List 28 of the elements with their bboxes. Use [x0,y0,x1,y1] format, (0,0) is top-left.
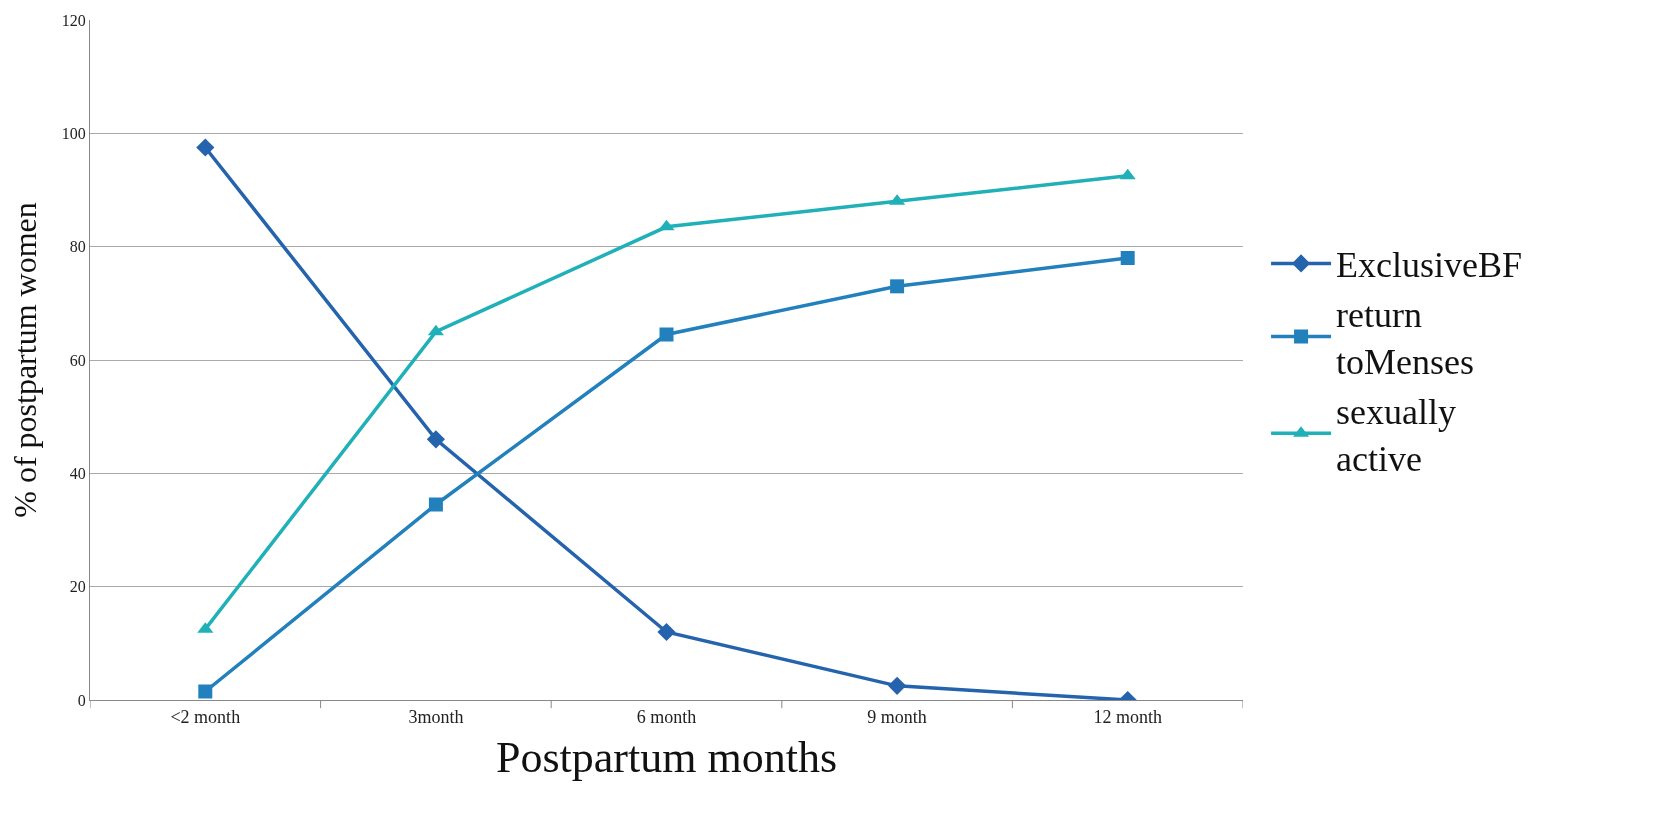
x-tick-label: 3month [408,706,464,727]
y-tick-label: 40 [69,464,86,482]
x-tick-label: 6 month [636,706,697,727]
x-tick-label: 9 month [867,706,927,727]
point [198,684,213,699]
point [427,324,444,336]
point [658,219,675,231]
y-tick-label: 0 [77,691,86,709]
y-tick-label: 80 [69,238,86,256]
point [888,676,907,695]
point [659,327,674,342]
y-axis-title: % of postpartum women [7,202,44,518]
legend-label: ExclusiveBF [1336,245,1523,286]
y-tick-label: 20 [69,578,86,596]
x-tick-label: 12 month [1093,706,1162,727]
point [428,497,443,512]
y-tick-label: 120 [61,11,86,29]
x-axis-title: Postpartum months [495,732,838,782]
x-tick-label: <2 month [170,706,241,727]
point [426,430,445,449]
y-tick-label: 100 [61,124,86,142]
y-tick-label: 60 [69,351,86,369]
legend-label: sexually active [1336,391,1457,479]
point [890,279,905,294]
point [1119,168,1136,180]
point [196,138,215,157]
point [1120,251,1135,265]
point [657,622,676,642]
